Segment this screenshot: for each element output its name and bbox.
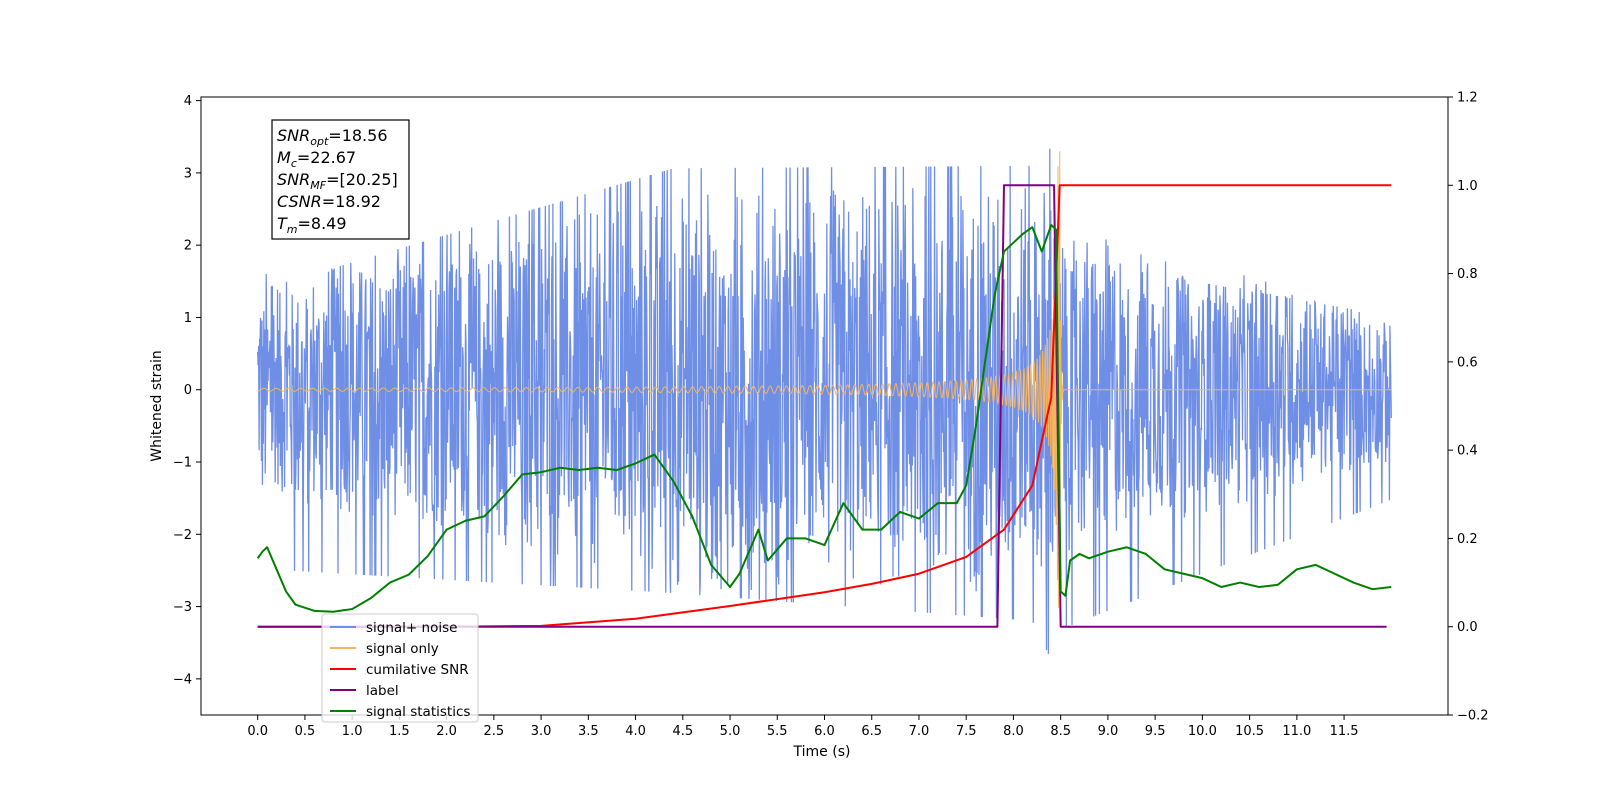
y-tick-label: 3 bbox=[184, 166, 192, 181]
legend-label: signal only bbox=[366, 641, 439, 657]
y-tick-label: −1 bbox=[173, 456, 192, 471]
y2-tick-label: 1.0 bbox=[1457, 179, 1478, 194]
x-tick-label: 7.0 bbox=[909, 724, 930, 739]
y-tick-label: −2 bbox=[173, 528, 192, 543]
x-tick-label: 5.0 bbox=[720, 724, 741, 739]
annotation-line: SNRopt=18.56 bbox=[277, 126, 388, 148]
x-tick-label: 8.0 bbox=[1003, 724, 1024, 739]
x-tick-label: 6.5 bbox=[861, 724, 882, 739]
y2-tick-label: 0.0 bbox=[1457, 620, 1478, 635]
x-axis-ticks: 0.0 0.5 1.0 1.5 2.0 2.5 3.0 3.5 4.0 4.5 5.0 5.5 6.0 6… bbox=[247, 715, 1359, 739]
x-tick-label: 9.5 bbox=[1145, 724, 1166, 739]
y-tick-label: −3 bbox=[173, 600, 192, 615]
annotation-line: SNRMF=[20.25] bbox=[277, 170, 398, 192]
signal-only-line bbox=[257, 151, 1392, 608]
plot-area bbox=[256, 148, 1392, 654]
annotation-line: Mc=22.67 bbox=[277, 148, 356, 170]
y-axis-ticks: 4 3 2 1 0 −1 −2 −3 −4 bbox=[173, 94, 201, 687]
legend-label: cumilative SNR bbox=[366, 662, 469, 678]
y2-tick-label: 0.4 bbox=[1457, 444, 1478, 459]
annotation-line: Tm=8.49 bbox=[277, 214, 347, 236]
x-tick-label: 11.0 bbox=[1282, 724, 1311, 739]
legend: signal+ noise signal only cumilative SNR la… bbox=[321, 613, 479, 723]
x-tick-label: 6.0 bbox=[814, 724, 835, 739]
x-tick-label: 10.5 bbox=[1235, 724, 1264, 739]
x-tick-label: 1.0 bbox=[342, 724, 363, 739]
series-signal-noise bbox=[257, 148, 1392, 654]
x-tick-label: 8.5 bbox=[1050, 724, 1071, 739]
x-tick-label: 9.0 bbox=[1098, 724, 1119, 739]
label-line bbox=[257, 184, 1387, 628]
x-tick-label: 7.5 bbox=[956, 724, 977, 739]
x-tick-label: 1.5 bbox=[389, 724, 410, 739]
y2-tick-label: 0.6 bbox=[1457, 355, 1478, 370]
series-signal-only bbox=[257, 151, 1392, 608]
legend-label: signal+ noise bbox=[366, 620, 457, 636]
y-tick-label: −4 bbox=[173, 672, 192, 687]
x-tick-label: 10.0 bbox=[1188, 724, 1217, 739]
y-tick-label: 1 bbox=[184, 311, 192, 326]
noise-line bbox=[257, 148, 1392, 654]
signal-statistics-line bbox=[256, 224, 1392, 613]
x-tick-label: 5.5 bbox=[767, 724, 788, 739]
x-tick-label: 2.5 bbox=[484, 724, 505, 739]
x-tick-label: 3.0 bbox=[531, 724, 552, 739]
annotation-box: SNRopt=18.56Mc=22.67SNRMF=[20.25]CSNR=18… bbox=[271, 119, 410, 240]
y2-tick-label: 0.2 bbox=[1457, 532, 1478, 547]
y-tick-label: 4 bbox=[184, 94, 192, 109]
y2-tick-label: −0.2 bbox=[1457, 709, 1489, 724]
annotation-line: CSNR=18.92 bbox=[277, 192, 381, 211]
right-axis-series bbox=[256, 184, 1392, 628]
x-tick-label: 3.5 bbox=[578, 724, 599, 739]
x-tick-label: 2.0 bbox=[436, 724, 457, 739]
x-tick-label: 11.5 bbox=[1330, 724, 1359, 739]
y-tick-label: 0 bbox=[184, 383, 192, 398]
y-axis-label: Whitened strain bbox=[149, 350, 165, 461]
y2-axis-ticks: 1.2 1.0 0.8 0.6 0.4 0.2 0.0 −0.2 bbox=[1448, 91, 1489, 724]
y2-tick-label: 1.2 bbox=[1457, 91, 1478, 106]
legend-label: signal statistics bbox=[366, 704, 470, 720]
x-tick-label: 0.5 bbox=[295, 724, 316, 739]
legend-label: label bbox=[366, 683, 399, 699]
x-axis-label: Time (s) bbox=[793, 744, 851, 760]
x-tick-label: 4.5 bbox=[672, 724, 693, 739]
y2-tick-label: 0.8 bbox=[1457, 267, 1478, 282]
x-tick-label: 4.0 bbox=[625, 724, 646, 739]
y-tick-label: 2 bbox=[184, 239, 192, 254]
x-tick-label: 0.0 bbox=[247, 724, 268, 739]
